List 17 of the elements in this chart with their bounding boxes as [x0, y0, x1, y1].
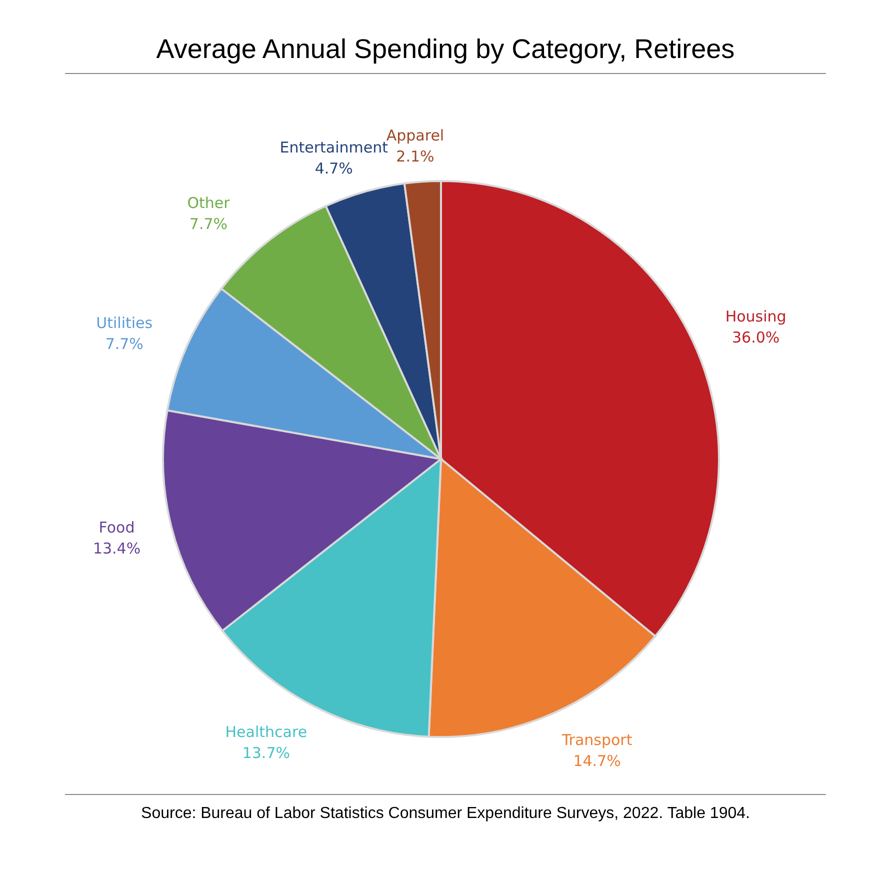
data-label: 13.4%: [92, 540, 141, 558]
data-label: 2.1%: [396, 148, 434, 166]
slice-label: Apparel: [386, 126, 444, 145]
slice-label: Other: [187, 194, 231, 212]
slice-label: Housing: [725, 307, 786, 326]
data-label: 14.7%: [573, 752, 621, 770]
slice-label: Transport: [560, 730, 632, 749]
slice-label: Food: [98, 518, 135, 537]
data-label: 13.7%: [242, 744, 290, 762]
chart-title: Average Annual Spending by Category, Retirees: [65, 8, 826, 74]
data-label: 4.7%: [314, 159, 353, 178]
data-label: 7.7%: [189, 215, 228, 234]
slice-label: Utilities: [96, 314, 153, 332]
slice-label: Healthcare: [225, 723, 308, 742]
data-label: 7.7%: [105, 334, 144, 353]
source-note: Source: Bureau of Labor Statistics Consumer Expenditure Surveys, 2022. Table 1904.: [140, 805, 751, 823]
data-label: 36.0%: [732, 328, 780, 346]
